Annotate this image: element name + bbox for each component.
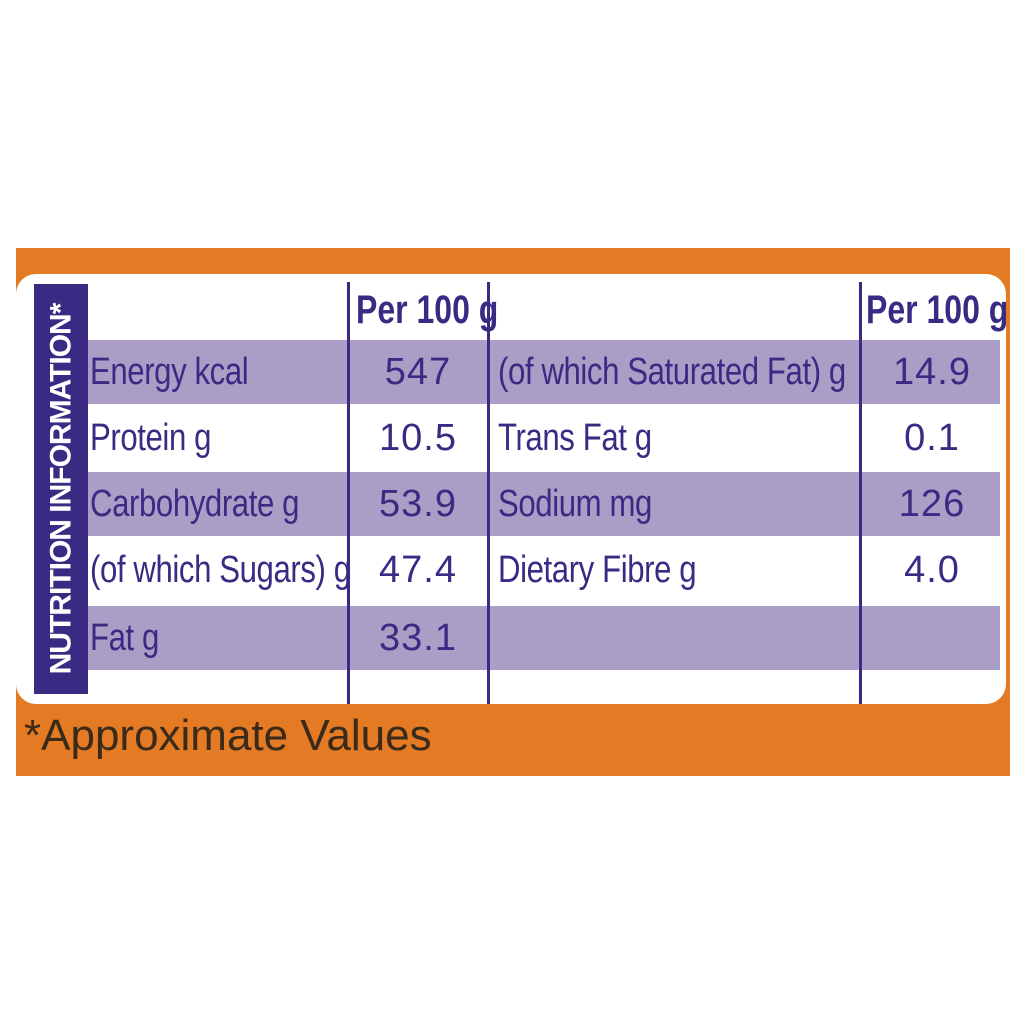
nutrition-table: Per 100 g Per 100 g Energy kcal 547 Prot… <box>16 274 1006 704</box>
row-label: (of which Sugars) g <box>90 549 351 591</box>
column-divider <box>487 282 490 704</box>
row-value: 126 <box>898 483 966 525</box>
row-label: Protein g <box>90 417 212 459</box>
row-band <box>86 606 1000 670</box>
column-divider <box>347 282 350 704</box>
row-value: 0.1 <box>904 417 960 459</box>
row-label: Carbohydrate g <box>90 483 300 525</box>
row-label: Dietary Fibre g <box>498 549 697 591</box>
row-label: Fat g <box>90 617 159 659</box>
row-value: 4.0 <box>904 549 960 591</box>
row-band <box>86 472 1000 536</box>
header-per-100g-right: Per 100 g <box>866 288 1006 332</box>
row-value: 47.4 <box>379 549 457 591</box>
row-label: Energy kcal <box>90 351 249 393</box>
row-value: 10.5 <box>379 417 457 459</box>
footnote: *Approximate Values <box>24 711 432 760</box>
row-label: Sodium mg <box>498 483 652 525</box>
column-divider <box>859 282 862 704</box>
row-value: 547 <box>384 351 452 393</box>
row-value: 53.9 <box>379 483 457 525</box>
row-band <box>86 340 1000 404</box>
header-per-100g-left: Per 100 g <box>356 288 499 332</box>
side-title-bar: NUTRITION INFORMATION* <box>34 284 88 694</box>
row-label: Trans Fat g <box>498 417 652 459</box>
row-value: 14.9 <box>893 351 971 393</box>
side-title: NUTRITION INFORMATION* <box>44 303 77 675</box>
table-grid: Per 100 g Per 100 g Energy kcal 547 Prot… <box>16 274 1006 704</box>
row-label: (of which Saturated Fat) g <box>498 351 846 393</box>
row-value: 33.1 <box>379 617 457 659</box>
